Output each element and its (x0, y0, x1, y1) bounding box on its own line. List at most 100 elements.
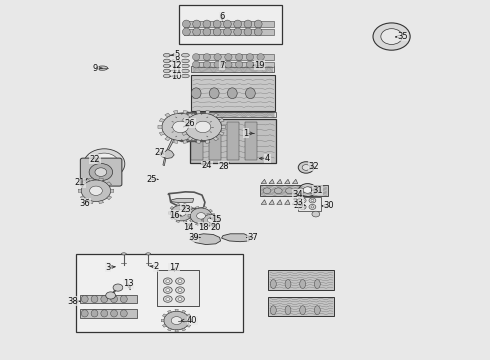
Circle shape (172, 211, 183, 220)
Ellipse shape (203, 54, 211, 60)
Circle shape (373, 23, 410, 50)
Circle shape (274, 188, 282, 194)
Polygon shape (159, 132, 165, 135)
Ellipse shape (101, 310, 108, 317)
Polygon shape (219, 219, 220, 221)
Text: 12: 12 (172, 61, 182, 70)
Polygon shape (191, 113, 196, 117)
Text: 28: 28 (218, 162, 229, 171)
Text: 5: 5 (174, 50, 179, 59)
Text: 36: 36 (79, 199, 90, 208)
Circle shape (175, 287, 184, 293)
Circle shape (196, 213, 205, 219)
Polygon shape (213, 113, 219, 117)
Polygon shape (191, 137, 196, 141)
Bar (191, 66, 274, 72)
Text: 13: 13 (123, 279, 134, 288)
Circle shape (184, 113, 221, 140)
Circle shape (303, 187, 312, 193)
Bar (227, 122, 239, 160)
Polygon shape (163, 128, 176, 166)
Ellipse shape (163, 59, 170, 63)
Circle shape (113, 284, 123, 291)
Text: 21: 21 (74, 178, 85, 187)
Bar (190, 119, 276, 163)
Ellipse shape (315, 306, 320, 315)
Bar (76, 254, 243, 332)
Polygon shape (168, 310, 172, 313)
Polygon shape (212, 215, 214, 217)
Polygon shape (98, 201, 103, 204)
Polygon shape (182, 118, 187, 122)
Polygon shape (165, 137, 170, 141)
Circle shape (286, 188, 294, 194)
Polygon shape (205, 111, 210, 114)
Ellipse shape (234, 20, 242, 28)
Text: 25: 25 (146, 175, 156, 184)
Bar (191, 122, 203, 160)
Text: 10: 10 (172, 72, 182, 81)
Polygon shape (183, 220, 187, 222)
Circle shape (175, 296, 184, 302)
Bar (269, 270, 334, 290)
Polygon shape (187, 314, 191, 317)
Ellipse shape (225, 54, 232, 60)
Polygon shape (217, 215, 219, 217)
Polygon shape (261, 200, 267, 204)
Circle shape (297, 188, 305, 194)
Bar (190, 112, 276, 117)
Text: 7: 7 (220, 61, 225, 70)
Ellipse shape (285, 279, 291, 288)
Polygon shape (205, 140, 210, 143)
Text: 15: 15 (211, 215, 222, 224)
Polygon shape (80, 196, 85, 200)
Ellipse shape (191, 88, 201, 99)
Polygon shape (221, 234, 250, 242)
Polygon shape (170, 217, 173, 220)
Ellipse shape (121, 296, 127, 303)
Polygon shape (217, 223, 219, 225)
Ellipse shape (236, 54, 243, 60)
Bar (191, 75, 275, 111)
Ellipse shape (213, 28, 221, 36)
Ellipse shape (257, 54, 264, 60)
Polygon shape (293, 200, 298, 204)
Circle shape (301, 206, 304, 208)
Polygon shape (196, 132, 202, 135)
Ellipse shape (181, 74, 189, 78)
Circle shape (309, 198, 316, 203)
Text: 22: 22 (90, 155, 100, 164)
Polygon shape (219, 118, 224, 122)
Ellipse shape (244, 20, 252, 28)
Ellipse shape (163, 74, 170, 78)
Circle shape (302, 165, 310, 170)
Text: 39: 39 (188, 233, 199, 242)
Polygon shape (196, 111, 200, 114)
Polygon shape (212, 225, 215, 227)
Text: 31: 31 (312, 185, 322, 194)
Ellipse shape (182, 20, 190, 28)
Polygon shape (189, 206, 193, 209)
Circle shape (163, 296, 172, 302)
Ellipse shape (101, 296, 108, 303)
Ellipse shape (163, 64, 170, 68)
Polygon shape (182, 328, 186, 331)
Circle shape (195, 121, 211, 133)
Circle shape (106, 292, 116, 299)
Circle shape (171, 205, 192, 221)
Ellipse shape (163, 53, 170, 57)
Circle shape (90, 186, 102, 195)
Bar (80, 309, 137, 318)
Text: 23: 23 (180, 205, 191, 214)
Circle shape (298, 162, 314, 173)
Polygon shape (182, 132, 187, 135)
Circle shape (166, 298, 170, 301)
Circle shape (299, 184, 317, 197)
Polygon shape (269, 179, 274, 184)
Ellipse shape (285, 306, 291, 315)
Text: 37: 37 (247, 233, 258, 242)
Ellipse shape (181, 59, 189, 63)
Ellipse shape (146, 253, 151, 255)
Text: 19: 19 (254, 61, 265, 70)
Ellipse shape (300, 306, 306, 315)
